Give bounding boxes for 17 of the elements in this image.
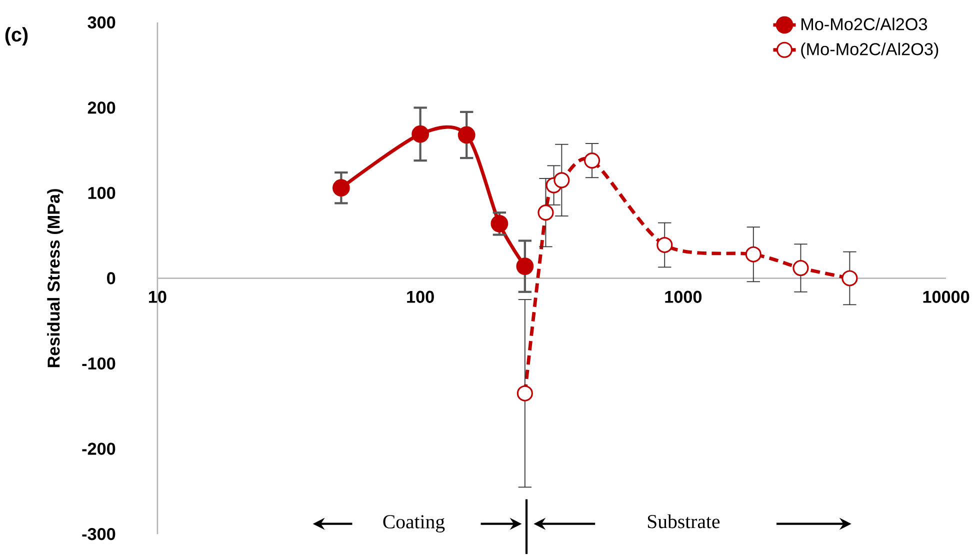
y-axis-title: Residual Stress (MPa) (47, 189, 64, 368)
annotation: Coating (383, 515, 445, 532)
x-tick-label: 10000 (923, 290, 970, 303)
y-tick-label: -200 (82, 442, 116, 455)
y-tick-label: 100 (88, 186, 116, 200)
x-tick-label: 100 (407, 290, 434, 303)
x-tick-label: 1000 (665, 290, 702, 303)
text: (c) (5, 27, 28, 46)
legend-label: (Mo-Mo2C/Al2O3) (801, 42, 938, 59)
y-tick-label: 0 (107, 272, 116, 284)
y-tick-label: -100 (82, 357, 116, 370)
x-tick-label: 10 (149, 290, 166, 303)
legend-label: Mo-Mo2C/Al2O3 (802, 18, 928, 30)
y-tick-label: 200 (88, 102, 116, 114)
annotation: Substrate (648, 514, 720, 528)
y-tick-label: -300 (82, 528, 116, 540)
y-tick-label: 300 (88, 16, 116, 28)
